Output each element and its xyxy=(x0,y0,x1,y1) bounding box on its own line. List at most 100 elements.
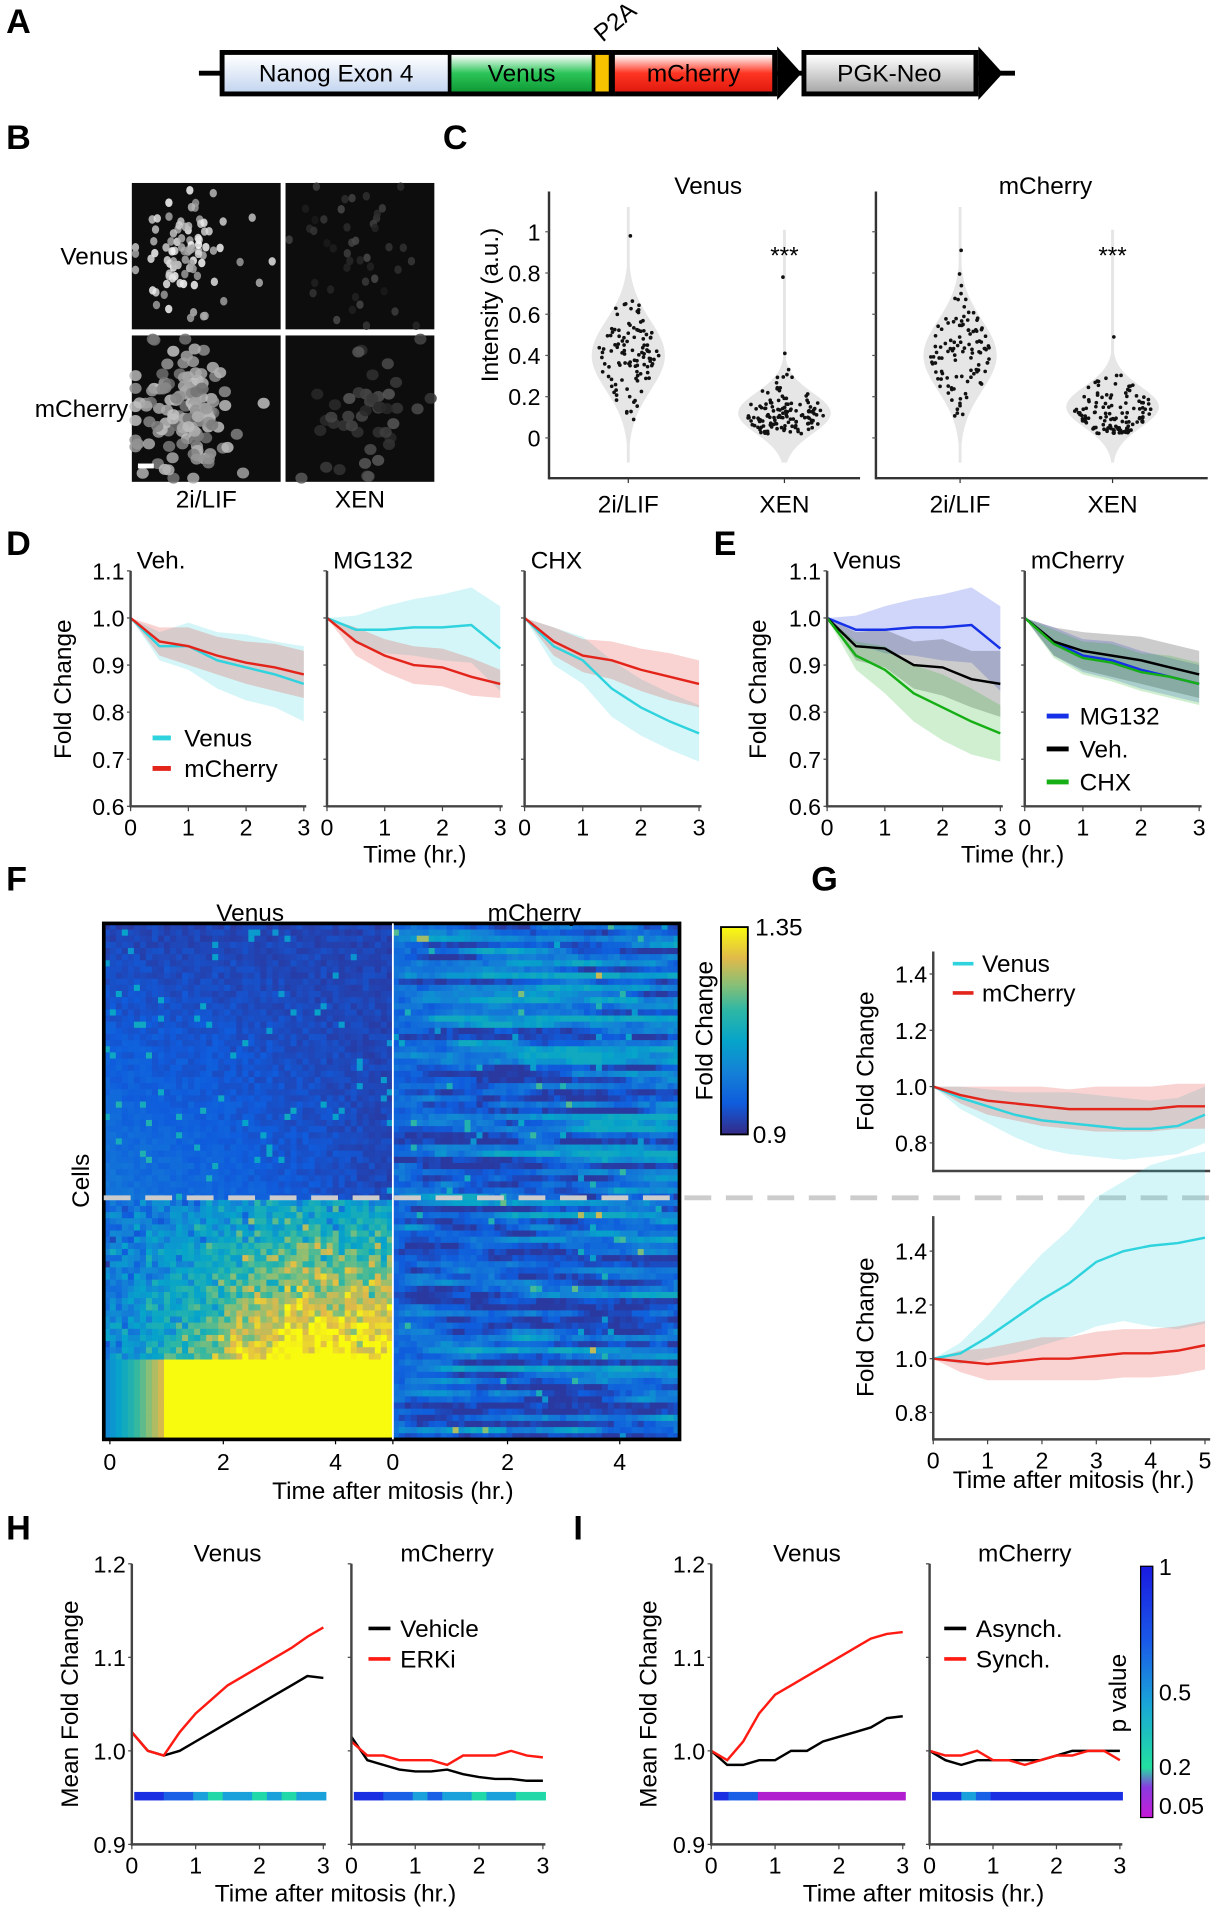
heatmap-cell xyxy=(613,1070,621,1078)
heatmap-cell xyxy=(139,1015,147,1023)
series-line-mcherry xyxy=(326,617,501,686)
heatmap-cell xyxy=(601,1107,609,1115)
heatmap-cell xyxy=(637,1046,645,1053)
heatmap-cell xyxy=(380,1046,388,1053)
heatmap-cell xyxy=(284,1150,291,1158)
heatmap-cell xyxy=(578,1150,585,1158)
heatmap-cell xyxy=(182,923,189,931)
heatmap-cell xyxy=(170,1150,177,1158)
heatmap-cell xyxy=(145,1126,153,1133)
heatmap-cell xyxy=(308,1083,316,1090)
heatmap-cell xyxy=(673,1046,681,1053)
data-point xyxy=(632,326,636,330)
heatmap-cell xyxy=(470,1156,477,1164)
heatmap-cell xyxy=(643,1101,651,1109)
heatmap-cell xyxy=(248,1021,255,1029)
heatmap-cell xyxy=(392,1083,400,1090)
heatmap-cell xyxy=(224,1027,231,1035)
heatmap-cell xyxy=(518,1107,525,1115)
heatmap-cell xyxy=(194,1076,201,1084)
heatmap-cell xyxy=(157,941,165,949)
heatmap-cell xyxy=(296,972,304,980)
heatmap-cell xyxy=(133,1138,141,1146)
data-point xyxy=(1135,420,1139,424)
construct-segment-0 xyxy=(224,54,448,92)
heatmap-cell xyxy=(242,1144,249,1152)
heatmap-cell xyxy=(368,947,376,955)
data-point xyxy=(806,409,811,414)
data-point xyxy=(617,328,621,333)
heatmap-cell xyxy=(542,929,549,937)
heatmap-cell xyxy=(121,1113,129,1121)
heatmap-cell xyxy=(416,1138,424,1146)
cell-nucleus xyxy=(202,453,215,465)
heatmap-cell xyxy=(613,1156,621,1164)
heatmap-cell xyxy=(284,1132,291,1139)
heatmap-cell xyxy=(320,1003,328,1010)
heatmap-cell xyxy=(601,997,609,1004)
data-point xyxy=(1130,422,1135,427)
heatmap-cell xyxy=(452,1089,460,1096)
heatmap-cell xyxy=(655,972,663,980)
cell-nucleus xyxy=(285,235,293,244)
heatmap-cell xyxy=(206,1144,213,1152)
heatmap-cell xyxy=(452,1052,460,1060)
heatmap-cell xyxy=(398,972,406,980)
heatmap-cell xyxy=(512,1083,519,1090)
heatmap-cell xyxy=(103,1095,111,1103)
heatmap-cell xyxy=(655,960,663,967)
heatmap-cell xyxy=(308,1119,316,1127)
heatmap-cell xyxy=(560,1089,567,1096)
heatmap-cell xyxy=(589,966,597,974)
heatmap-cell xyxy=(182,1150,189,1158)
heatmap-cell xyxy=(542,997,549,1004)
heatmap-cell xyxy=(266,1175,273,1182)
heatmap-cell xyxy=(260,1156,267,1164)
heatmap-cell xyxy=(326,1040,334,1047)
heatmap-cell xyxy=(548,1083,555,1090)
heatmap-cell xyxy=(224,1052,231,1060)
heatmap-cell xyxy=(595,984,603,992)
heatmap-cell xyxy=(464,947,471,955)
heatmap-cell xyxy=(176,923,183,931)
heatmap-cell xyxy=(392,935,400,943)
data-point xyxy=(964,395,969,400)
heatmap-cell xyxy=(661,972,669,980)
heatmap-cell xyxy=(121,923,129,931)
d-x-axis-label: Time (hr.) xyxy=(363,841,466,868)
heatmap-cell xyxy=(566,954,573,961)
heatmap-cell xyxy=(500,1095,507,1103)
heatmap-cell xyxy=(139,1009,147,1017)
heatmap-cell xyxy=(356,1144,364,1152)
heatmap-cell xyxy=(458,978,466,986)
cell-nucleus xyxy=(162,440,176,452)
heatmap-cell xyxy=(121,1009,129,1017)
heatmap-cell xyxy=(332,978,340,986)
heatmap-cell xyxy=(649,1058,657,1066)
data-point xyxy=(782,405,787,410)
heatmap-cell xyxy=(625,1009,633,1017)
heatmap-cell xyxy=(416,929,424,937)
heatmap-cell xyxy=(139,978,147,986)
heatmap-cell xyxy=(170,1132,177,1139)
heatmap-cell xyxy=(506,1162,513,1170)
heatmap-cell xyxy=(524,941,531,949)
heatmap-cell xyxy=(115,935,123,943)
heatmap-cell xyxy=(482,1132,489,1139)
heatmap-cell xyxy=(386,1021,394,1029)
heatmap-cell xyxy=(631,1169,639,1176)
heatmap-cell xyxy=(206,1040,213,1047)
heatmap-cell xyxy=(649,1064,657,1072)
legend-label: CHX xyxy=(1080,769,1131,796)
heatmap-cell xyxy=(476,1015,483,1023)
heatmap-cell xyxy=(170,966,177,974)
data-point xyxy=(647,349,651,354)
heatmap-cell xyxy=(157,929,165,937)
heatmap-cell xyxy=(667,990,675,998)
heatmap-cell xyxy=(296,935,304,943)
heatmap-cell xyxy=(127,947,135,955)
heatmap-cell xyxy=(470,1070,477,1078)
data-point xyxy=(613,306,618,311)
heatmap-cell xyxy=(374,1156,382,1164)
heatmap-cell xyxy=(194,1169,201,1176)
